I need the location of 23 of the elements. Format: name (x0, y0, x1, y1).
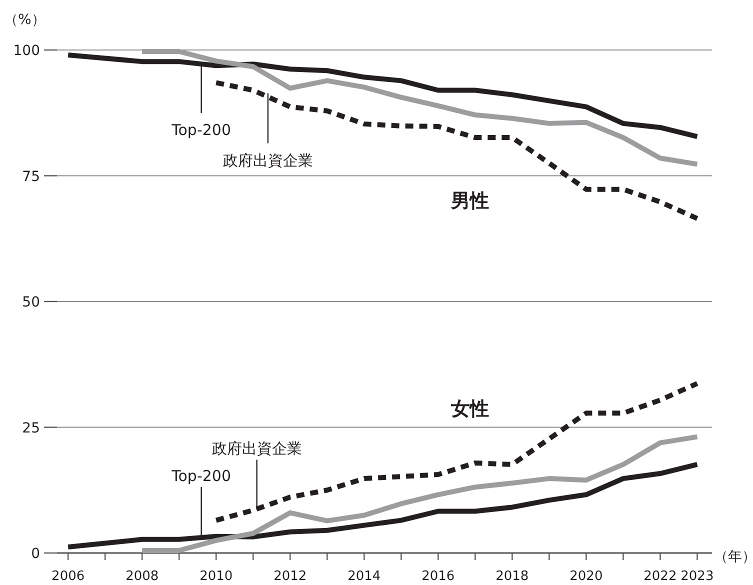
ytick: 25 (22, 420, 40, 436)
xtick: 2018 (496, 569, 529, 584)
xtick: 2014 (348, 569, 381, 584)
annotation: 男性 (451, 190, 489, 212)
xtick: 2016 (422, 569, 455, 584)
annotation: Top-200 (172, 466, 231, 485)
ytick: 50 (22, 294, 40, 310)
annotation: 政府出資企業 (212, 440, 302, 458)
ytick: 0 (31, 546, 40, 562)
xtick: 2022 (644, 569, 677, 584)
ylabel: （%） (4, 12, 46, 28)
annotation: 政府出資企業 (222, 151, 313, 170)
xtick: 2008 (126, 569, 159, 584)
xtick: 2023 (680, 569, 714, 584)
xlabel: （年） (714, 549, 753, 565)
xtick: 2006 (52, 569, 85, 584)
xtick: 2010 (200, 569, 233, 584)
xtick: 2012 (274, 569, 307, 584)
ytick: 75 (22, 168, 40, 185)
annotation: 女性 (451, 398, 489, 420)
xtick: 2020 (570, 569, 603, 584)
ytick: 100 (13, 43, 40, 59)
annotation: Top-200 (172, 121, 231, 140)
